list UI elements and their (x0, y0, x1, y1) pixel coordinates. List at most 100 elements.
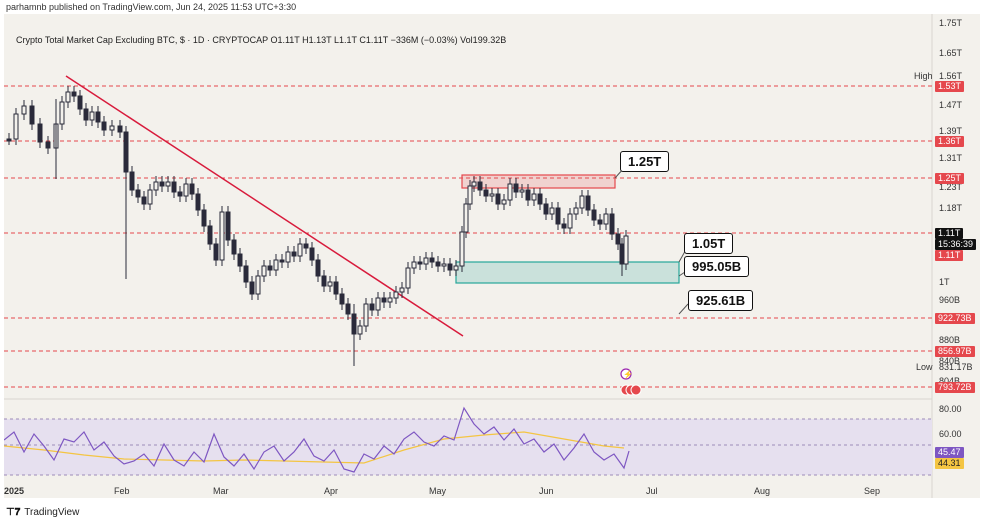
legend-open: O1.11T (270, 35, 300, 45)
candle-body (45, 141, 51, 149)
price-tick: 1.47T (939, 100, 963, 110)
time-tick: 2025 (4, 486, 25, 496)
candle-body (183, 183, 189, 197)
rsi-value-tag: 45.47 (935, 447, 964, 458)
price-tick: 804B (939, 376, 961, 386)
chart-frame[interactable]: Crypto Total Market Cap Excluding BTC, $… (4, 14, 980, 498)
flag-icon-3[interactable] (630, 384, 642, 396)
flash-glyph: ⚡ (623, 369, 633, 379)
time-tick: Jul (646, 486, 658, 496)
candle-body (201, 209, 207, 227)
candle-body (345, 303, 351, 315)
callout-leader-925 (678, 303, 689, 315)
price-tick: 1.18T (939, 203, 963, 213)
callout-925[interactable]: 925.61B (688, 290, 754, 311)
candle-body (267, 265, 273, 271)
candle-body (285, 251, 291, 263)
low-label: Low (916, 362, 933, 372)
candle-body (255, 275, 261, 295)
candle-body (603, 213, 609, 225)
legend-close: C1.11T (359, 35, 389, 45)
price-tag-922: 922.73B (935, 313, 975, 324)
candle-body (219, 211, 225, 261)
candle-body (597, 219, 603, 225)
rsi-ma-value-tag: 44.31 (935, 458, 964, 469)
candle-body (477, 181, 483, 191)
time-tick: Jun (539, 486, 554, 496)
candle-body (6, 138, 12, 142)
supply-zone (461, 174, 616, 189)
candle-body (279, 259, 285, 263)
candle-body (207, 225, 213, 245)
flash-icon[interactable] (620, 368, 632, 380)
candle-body (101, 121, 107, 131)
candle-body (37, 123, 43, 143)
price-tag-countdown: 15:36:39 (935, 239, 977, 250)
candle-body (435, 261, 441, 267)
candle-body (467, 185, 473, 205)
rsi-tick-80: 80.00 (939, 404, 962, 414)
candle-body (333, 281, 339, 295)
candle-body (609, 213, 615, 235)
candle-body (363, 303, 369, 327)
candle-body (141, 196, 147, 205)
legend-volume: Vol199.32B (460, 35, 507, 45)
time-tick: Feb (114, 486, 130, 496)
candle-body (303, 243, 309, 249)
demand-zone (455, 261, 680, 284)
price-tag-125: 1.25T (935, 173, 965, 184)
candle-body (29, 105, 35, 125)
price-tag-111: 1.11T (935, 250, 964, 261)
candle-body (71, 91, 77, 97)
rsi-tick-60: 60.00 (939, 429, 962, 439)
candle-body (549, 207, 555, 215)
dashed-levels (4, 85, 932, 388)
candle-body (225, 211, 231, 241)
candle-body (561, 223, 567, 229)
candle-body (369, 303, 375, 311)
rsi-ma-line (4, 431, 625, 464)
price-tick: 1.23T (939, 182, 963, 192)
candle-body (213, 243, 219, 261)
candle-body (129, 171, 135, 191)
candle-body (579, 195, 585, 209)
candle-body (21, 105, 27, 115)
legend-low: L1.1T (334, 35, 357, 45)
legend-high: H1.13T (302, 35, 332, 45)
candle-body (591, 209, 597, 221)
time-tick: May (429, 486, 447, 496)
candle-body (405, 267, 411, 289)
candle-body (153, 181, 159, 191)
candle-body (501, 199, 507, 205)
candle-body (357, 325, 363, 335)
candle-body (387, 297, 393, 303)
callout-resistance[interactable]: 1.25T (620, 151, 670, 172)
top-meta: parhamnb published on TradingView.com, J… (6, 2, 297, 12)
candle-body (525, 189, 531, 201)
price-tag-136: 1.36T (935, 136, 965, 147)
candle-body (537, 193, 543, 205)
price-tick: 1.31T (939, 153, 963, 163)
tradingview-logo-icon: ⊤𝟕 (6, 507, 21, 518)
candle-body (171, 181, 177, 193)
candle-body (231, 239, 237, 255)
callout-995[interactable]: 995.05B (684, 256, 750, 277)
candle-body (177, 191, 183, 197)
candle-body (339, 293, 345, 305)
candle-body (95, 111, 101, 123)
candle-body (423, 257, 429, 265)
candle-body (453, 265, 459, 271)
candle-body (321, 275, 327, 287)
candle-body (273, 259, 279, 271)
candle-body (393, 291, 399, 299)
candle-body (59, 101, 65, 125)
candle-body (471, 181, 477, 187)
candle-body (519, 189, 525, 193)
candle-body (411, 261, 417, 269)
candle-body (585, 195, 591, 211)
candle-body (441, 263, 447, 267)
candle-body (375, 297, 381, 311)
candle-body (309, 247, 315, 261)
callout-105[interactable]: 1.05T (684, 233, 734, 254)
candle-body (615, 233, 621, 245)
